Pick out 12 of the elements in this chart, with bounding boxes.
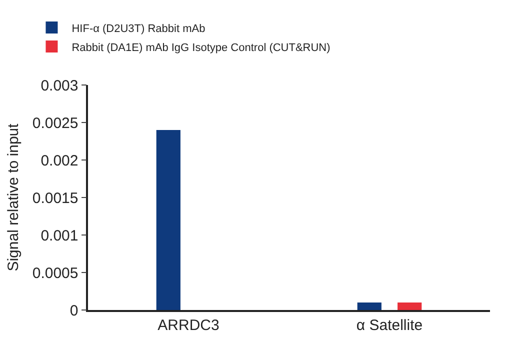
y-tick-label: 0.003 [40,77,78,94]
y-tick-label: 0 [70,302,78,320]
x-tick-label: ARRDC3 [158,316,220,334]
y-tick-label: 0.002 [40,152,78,170]
y-tick-label: 0.0025 [32,114,78,132]
x-tick-label: α Satellite [356,316,423,334]
legend-label: Rabbit (DA1E) mAb IgG Isotype Control (CUT&RUN) [72,42,330,54]
y-tick-label: 0.001 [40,227,78,244]
y-axis-title: Signal relative to input [5,122,22,272]
y-tick-label: 0.0015 [32,190,78,207]
y-tick-label: 0.0005 [32,264,78,282]
legend-label: HIF-α (D2U3T) Rabbit mAb [72,22,206,35]
